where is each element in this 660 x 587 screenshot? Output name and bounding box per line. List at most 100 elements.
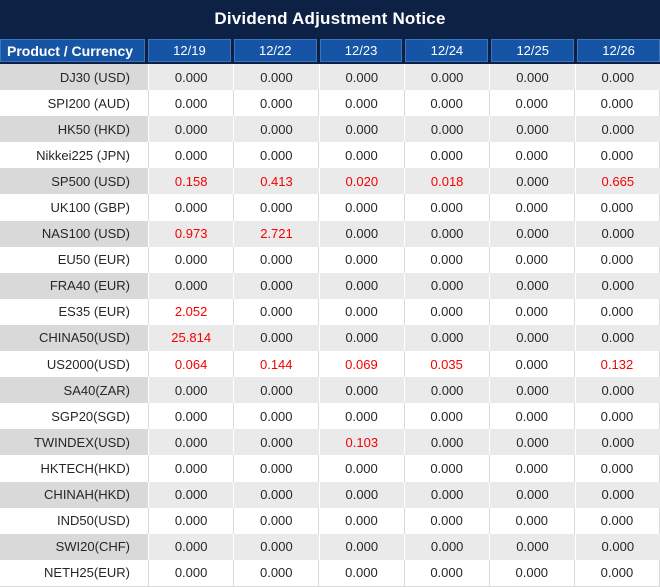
value-cell: 0.000 (573, 455, 660, 482)
product-cell: Nikkei225 (JPN) (0, 142, 148, 169)
table-row: SWI20(CHF) 0.000 0.000 0.000 0.000 0.000 0.000 (0, 533, 660, 560)
value-cell: 0.000 (233, 64, 319, 91)
value-cell: 0.000 (233, 246, 319, 273)
table-row: NETH25(EUR) 0.000 0.000 0.000 0.000 0.000 0.00… (0, 559, 660, 587)
value-cell: 0.000 (489, 429, 575, 456)
value-cell: 0.000 (489, 481, 575, 508)
value-cell: 0.000 (488, 559, 574, 586)
value-cell: 0.000 (403, 142, 489, 169)
value-cell: 0.000 (403, 246, 489, 273)
product-cell: DJ30 (USD) (0, 64, 148, 91)
value-cell: 0.000 (148, 272, 234, 299)
table-row: HKTECH(HKD) 0.000 0.000 0.000 0.000 0.000 0.00… (0, 455, 660, 482)
value-cell: 0.000 (318, 298, 404, 325)
value-cell: 0.000 (403, 455, 489, 482)
table-row: UK100 (GBP) 0.000 0.000 0.000 0.000 0.000 0.00… (0, 194, 660, 221)
value-cell: 0.000 (574, 116, 660, 143)
value-cell: 0.000 (233, 403, 319, 430)
product-cell: IND50(USD) (0, 507, 148, 534)
value-cell: 0.000 (403, 533, 490, 560)
value-cell: 0.000 (148, 403, 234, 430)
value-cell: 0.000 (488, 90, 574, 117)
value-cell: 0.000 (148, 559, 234, 586)
value-cell: 0.000 (233, 377, 319, 404)
value-cell: 0.000 (318, 533, 404, 560)
value-cell: 0.000 (148, 429, 234, 456)
header-cell-date: 12/26 (577, 39, 660, 62)
value-cell: 2.052 (148, 298, 234, 325)
table-row: DJ30 (USD) 0.000 0.000 0.000 0.000 0.000 0.000 (0, 64, 660, 91)
value-cell: 0.000 (488, 194, 574, 221)
table-row: SPI200 (AUD) 0.000 0.000 0.000 0.000 0.000 0.0… (0, 90, 660, 117)
value-cell: 0.000 (573, 246, 660, 273)
value-cell: 0.000 (488, 351, 574, 378)
value-cell: 0.000 (318, 481, 404, 508)
table-row: IND50(USD) 0.000 0.000 0.000 0.000 0.000 0.000 (0, 507, 660, 534)
product-cell: CHINAH(HKD) (0, 481, 148, 508)
value-cell: 0.000 (573, 507, 660, 534)
value-cell: 0.000 (318, 90, 404, 117)
value-cell: 0.000 (233, 272, 319, 299)
value-cell: 0.000 (573, 559, 660, 586)
value-cell: 0.000 (318, 272, 404, 299)
product-cell: CHINA50(USD) (0, 324, 148, 352)
value-cell: 0.064 (148, 351, 234, 378)
value-cell: 0.000 (233, 429, 319, 456)
value-cell: 0.000 (148, 481, 234, 508)
product-cell: HK50 (HKD) (0, 116, 148, 143)
value-cell: 0.000 (148, 246, 234, 273)
value-cell: 0.000 (233, 324, 319, 352)
value-cell: 0.000 (403, 116, 490, 143)
value-cell: 0.000 (488, 507, 574, 534)
value-cell: 0.000 (574, 272, 660, 299)
value-cell: 0.000 (148, 455, 234, 482)
value-cell: 0.000 (318, 246, 404, 273)
table-row: ES35 (EUR) 2.052 0.000 0.000 0.000 0.000 0.000 (0, 298, 660, 325)
value-cell: 0.000 (403, 90, 489, 117)
value-cell: 0.000 (148, 90, 234, 117)
value-cell: 0.000 (233, 533, 319, 560)
header-cell-product: Product / Currency (0, 39, 145, 62)
value-cell: 25.814 (148, 324, 234, 352)
table-row: FRA40 (EUR) 0.000 0.000 0.000 0.000 0.000 0.00… (0, 272, 660, 299)
product-cell: HKTECH(HKD) (0, 455, 148, 482)
header-cell-date: 12/25 (491, 39, 575, 62)
product-cell: NAS100 (USD) (0, 220, 148, 247)
value-cell: 0.000 (148, 116, 234, 143)
value-cell: 0.000 (403, 481, 490, 508)
value-cell: 0.000 (148, 194, 234, 221)
value-cell: 0.000 (233, 194, 319, 221)
value-cell: 0.000 (233, 90, 319, 117)
product-cell: NETH25(EUR) (0, 559, 148, 586)
value-cell: 0.000 (403, 507, 489, 534)
value-cell: 0.000 (318, 455, 404, 482)
header-cell-date: 12/22 (233, 39, 317, 62)
product-cell: SPI200 (AUD) (0, 90, 148, 117)
table-row: US2000(USD) 0.064 0.144 0.069 0.035 0.000 0.13… (0, 351, 660, 378)
value-cell: 0.000 (318, 194, 404, 221)
table-header-row: Product / Currency 12/19 12/22 12/23 12/24 1… (0, 37, 660, 64)
value-cell: 0.000 (573, 90, 660, 117)
value-cell: 0.103 (318, 429, 404, 456)
table-row: HK50 (HKD) 0.000 0.000 0.000 0.000 0.000 0.000 (0, 116, 660, 143)
value-cell: 0.000 (148, 64, 234, 91)
value-cell: 0.000 (403, 559, 489, 586)
value-cell: 0.020 (318, 168, 404, 195)
value-cell: 0.000 (148, 142, 234, 169)
value-cell: 0.000 (489, 272, 575, 299)
value-cell: 0.000 (233, 481, 319, 508)
value-cell: 0.000 (403, 324, 490, 352)
value-cell: 0.000 (574, 429, 660, 456)
value-cell: 0.000 (148, 533, 234, 560)
table-row: TWINDEX(USD) 0.000 0.000 0.103 0.000 0.000 0.0… (0, 429, 660, 456)
value-cell: 0.000 (318, 220, 404, 247)
product-cell: EU50 (EUR) (0, 246, 148, 273)
table-row: CHINAH(HKD) 0.000 0.000 0.000 0.000 0.000 0.00… (0, 481, 660, 508)
product-cell: ES35 (EUR) (0, 298, 148, 325)
value-cell: 0.000 (574, 377, 660, 404)
value-cell: 0.000 (233, 116, 319, 143)
value-cell: 0.000 (488, 298, 574, 325)
value-cell: 0.000 (489, 64, 575, 91)
value-cell: 0.000 (489, 533, 575, 560)
table-row: Nikkei225 (JPN) 0.000 0.000 0.000 0.000 0.000… (0, 142, 660, 169)
